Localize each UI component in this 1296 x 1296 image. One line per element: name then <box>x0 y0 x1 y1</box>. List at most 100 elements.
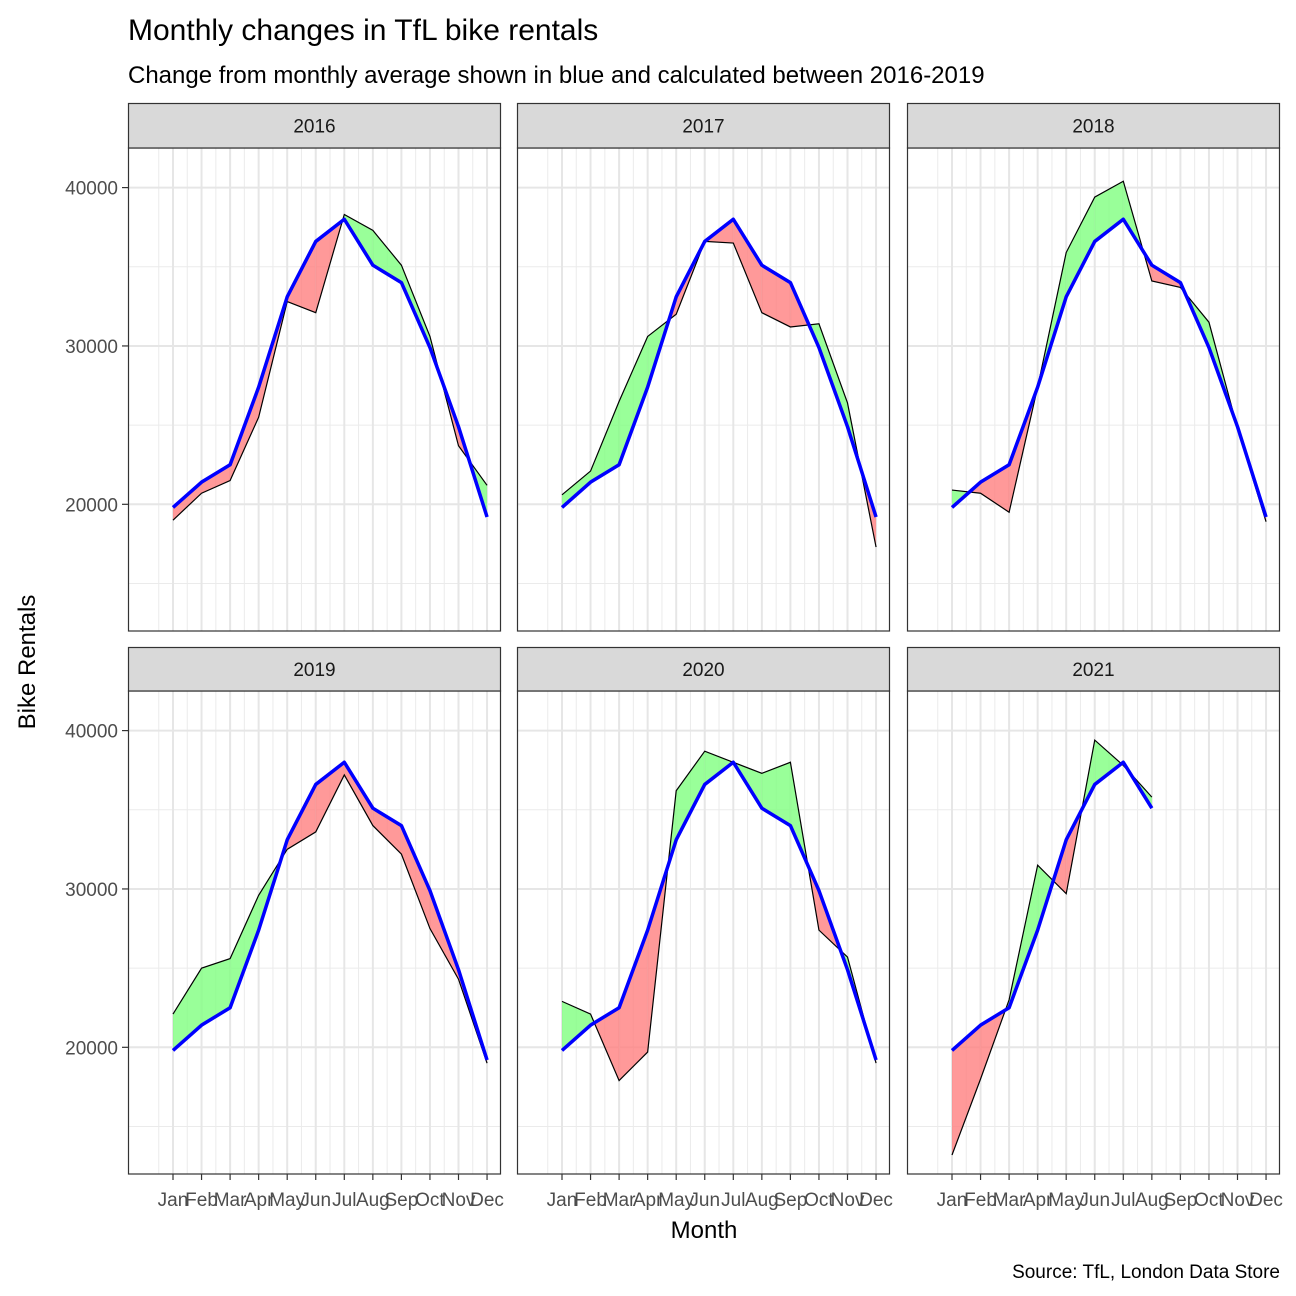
x-tick-label: Nov <box>442 1190 476 1211</box>
facet-panels: 2016 2017 2018 2019 2020 2021 <box>127 102 1281 1175</box>
y-axis-title: Bike Rentals <box>14 595 41 730</box>
difference-ribbon <box>676 751 705 840</box>
difference-ribbon <box>230 895 259 1008</box>
y-tick-label: 20000 <box>65 1038 118 1059</box>
x-tick-label: Dec <box>470 1190 504 1211</box>
difference-ribbon <box>562 1001 591 1051</box>
x-tick-label: May <box>269 1190 305 1211</box>
facet-strip <box>516 646 891 692</box>
y-tick-label: 30000 <box>65 880 118 901</box>
facet-strip <box>127 646 502 692</box>
x-tick-label: Jan <box>547 1190 578 1211</box>
difference-ribbon <box>1094 740 1122 785</box>
x-tick-label: Aug <box>356 1190 390 1211</box>
x-tick-label: Sep <box>773 1190 807 1211</box>
monthly-average-line <box>950 760 1154 1052</box>
facet-strip <box>906 102 1281 149</box>
x-tick-label: Sep <box>1163 1190 1197 1211</box>
x-tick-label: Mar <box>214 1190 247 1211</box>
facet-strip-label: 2019 <box>293 660 335 681</box>
x-tick-label: Jun <box>300 1190 331 1211</box>
x-tick-label: Mar <box>603 1190 636 1211</box>
facet-strip-label: 2021 <box>1072 660 1114 681</box>
facet-2019: 2019 <box>127 646 502 1175</box>
x-tick-label: Feb <box>574 1190 607 1211</box>
x-tick-label: Aug <box>1135 1190 1169 1211</box>
x-tick-label: Apr <box>633 1190 663 1211</box>
chart-subtitle: Change from monthly average shown in blu… <box>128 62 985 89</box>
actual-rentals-line <box>172 773 488 1064</box>
facet-strip-label: 2018 <box>1072 117 1114 138</box>
actual-rentals-line <box>561 240 877 548</box>
x-tick-label: Jan <box>937 1190 968 1211</box>
monthly-average-line <box>171 217 489 518</box>
difference-ribbon <box>201 958 231 1026</box>
difference-ribbon <box>619 336 648 465</box>
x-tick-label: Mar <box>993 1190 1026 1211</box>
x-tick-label: Jan <box>158 1190 189 1211</box>
facet-2018: 2018 <box>906 102 1281 632</box>
difference-ribbon <box>980 464 1010 513</box>
x-tick-label: Sep <box>384 1190 418 1211</box>
x-tick-label: Jun <box>689 1190 720 1211</box>
y-tick-label: 40000 <box>65 722 118 743</box>
chart-caption: Source: TfL, London Data Store <box>1012 1262 1280 1283</box>
x-tick-label: Dec <box>859 1190 893 1211</box>
x-tick-label: Nov <box>831 1190 865 1211</box>
actual-rentals-line <box>172 213 488 521</box>
x-tick-label: Jul <box>1111 1190 1135 1211</box>
actual-rentals-line <box>561 750 877 1082</box>
x-tick-label: Jun <box>1079 1190 1110 1211</box>
x-tick-label: Jul <box>332 1190 356 1211</box>
x-tick-label: Feb <box>185 1190 218 1211</box>
facet-strip <box>906 646 1281 692</box>
difference-ribbon <box>818 323 848 427</box>
x-tick-label: Dec <box>1249 1190 1283 1211</box>
y-tick-label: 40000 <box>65 179 118 200</box>
difference-ribbon <box>733 219 762 313</box>
panel-background <box>128 148 501 631</box>
facet-strip-label: 2017 <box>682 117 724 138</box>
facet-strip-label: 2020 <box>682 660 724 681</box>
difference-ribbon <box>1066 197 1095 297</box>
difference-ribbon <box>1094 181 1124 242</box>
difference-ribbon <box>287 241 316 313</box>
difference-ribbon <box>590 401 620 483</box>
actual-rentals-line <box>951 180 1267 522</box>
difference-ribbon <box>372 808 402 855</box>
facet-strip <box>516 102 891 149</box>
x-tick-label: Nov <box>1221 1190 1255 1211</box>
difference-ribbon <box>619 930 648 1081</box>
y-tick-label: 30000 <box>65 337 118 358</box>
facet-strip-label: 2016 <box>293 117 335 138</box>
x-tick-label: Aug <box>745 1190 779 1211</box>
facet-2016: 2016 <box>127 102 502 632</box>
difference-ribbon <box>401 825 430 929</box>
monthly-average-line <box>560 760 878 1061</box>
monthly-average-line <box>950 217 1268 518</box>
x-axis-title: Month <box>671 1217 738 1244</box>
facet-2021: 2021 <box>906 646 1281 1175</box>
x-tick-label: Oct <box>804 1190 834 1211</box>
difference-ribbon <box>372 230 402 283</box>
facet-2017: 2017 <box>516 102 891 632</box>
x-tick-label: May <box>1048 1190 1084 1211</box>
difference-ribbon <box>952 1025 981 1155</box>
difference-ribbon <box>344 762 373 826</box>
x-tick-label: Apr <box>1023 1190 1053 1211</box>
y-tick-label: 20000 <box>65 495 118 516</box>
x-tick-label: Oct <box>415 1190 445 1211</box>
x-tick-label: May <box>658 1190 694 1211</box>
x-tick-label: Oct <box>1194 1190 1224 1211</box>
difference-ribbon <box>562 471 591 508</box>
difference-ribbon <box>761 762 791 826</box>
difference-ribbon <box>173 482 202 521</box>
monthly-average-line <box>171 760 489 1061</box>
x-tick-label: Apr <box>244 1190 274 1211</box>
facet-strip <box>127 102 502 149</box>
difference-ribbon <box>201 464 231 494</box>
monthly-average-line <box>560 217 878 518</box>
difference-ribbon <box>761 265 791 327</box>
